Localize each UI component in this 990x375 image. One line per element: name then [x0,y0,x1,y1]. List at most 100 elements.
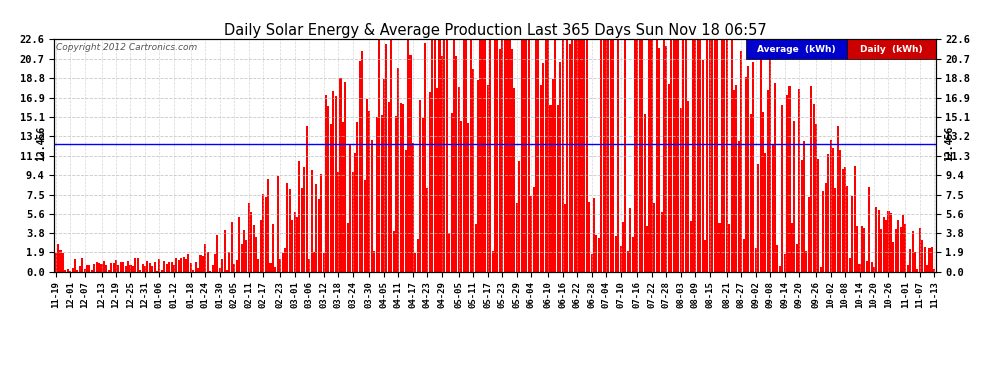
Bar [308,259,310,272]
Bar [195,262,197,272]
Bar [151,266,153,272]
Bar [453,39,455,272]
Bar [820,267,822,272]
Bar [388,102,390,272]
Bar [663,39,665,272]
Bar [827,154,830,272]
Bar [578,39,580,272]
Bar [620,246,622,272]
Bar [83,269,86,272]
Bar [234,264,236,272]
Bar [499,49,501,272]
Bar [762,112,764,272]
Bar [608,39,610,272]
Bar [832,148,834,272]
Bar [219,268,221,272]
Bar [373,251,375,272]
Bar [187,254,189,272]
Bar [330,124,332,272]
Bar [130,265,132,272]
Bar [764,153,766,272]
Bar [612,39,615,272]
Bar [148,263,150,272]
Bar [924,247,926,272]
Bar [909,249,911,272]
Bar [873,267,875,272]
Bar [687,101,689,272]
Bar [489,39,491,272]
Bar [815,124,817,272]
Bar [728,224,731,272]
Bar [741,51,742,272]
Bar [752,63,754,272]
Bar [479,39,481,272]
Bar [429,92,431,272]
Bar [540,85,542,272]
Bar [771,144,773,272]
Bar [457,87,459,272]
Bar [680,108,682,272]
Bar [272,225,274,272]
Bar [516,203,518,272]
Bar [269,262,271,272]
Bar [383,79,385,272]
Bar [934,268,936,272]
Bar [120,262,122,272]
Bar [668,84,670,272]
Bar [929,248,931,272]
Bar [477,80,479,272]
Bar [880,229,882,272]
Bar [791,223,793,272]
Bar [264,197,266,272]
Bar [224,230,226,272]
Bar [105,266,107,272]
Bar [118,265,120,272]
Bar [672,39,674,272]
Bar [808,197,810,272]
Bar [675,39,677,272]
Bar [868,187,870,272]
Bar [766,90,769,272]
Bar [470,39,472,272]
Bar [132,266,134,272]
Bar [682,39,684,272]
Bar [214,254,216,272]
Bar [724,39,726,272]
Bar [506,39,508,272]
Bar [115,260,117,272]
Bar [424,44,426,272]
Bar [474,224,477,272]
Bar [395,116,397,272]
Bar [313,252,315,272]
Bar [361,51,363,272]
Bar [590,254,593,272]
Bar [69,271,71,272]
Bar [79,267,81,272]
Bar [328,106,330,272]
Bar [182,257,184,272]
Bar [366,99,368,272]
Bar [818,159,820,272]
Bar [241,244,243,272]
Bar [351,172,353,272]
Bar [501,39,503,272]
Bar [823,191,825,272]
Bar [402,104,404,272]
Bar [513,88,516,272]
Bar [883,217,885,272]
Bar [101,264,103,272]
Bar [64,270,66,272]
Bar [147,261,148,272]
Bar [622,222,624,272]
Bar [380,116,382,272]
Bar [665,46,667,272]
Bar [892,242,894,272]
Bar [98,263,100,272]
Title: Daily Solar Energy & Average Production Last 365 Days Sun Nov 18 06:57: Daily Solar Energy & Average Production … [224,23,766,38]
Bar [204,244,206,272]
Bar [243,230,245,272]
Bar [648,39,650,272]
Bar [306,126,308,272]
Bar [325,95,327,272]
Bar [358,61,360,272]
